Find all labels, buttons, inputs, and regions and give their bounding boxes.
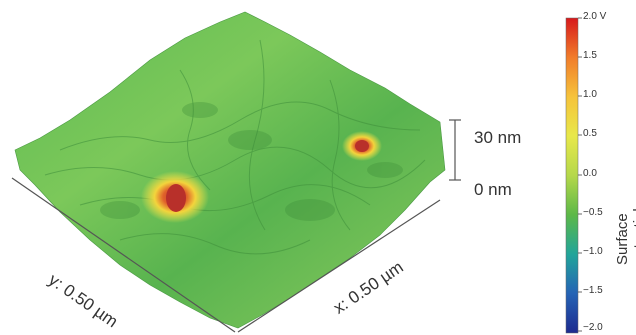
terrain-surface	[14, 11, 446, 329]
z-scale-bottom-label: 0 nm	[474, 180, 512, 199]
colorbar-tick-label: 1.5	[583, 50, 597, 61]
colorbar-tick-label: 1.0	[583, 89, 597, 100]
hotspot-large-core	[166, 184, 186, 212]
colorbar-title: Surface potential [V]	[614, 208, 636, 265]
colorbar-tick-label: −1.0	[583, 246, 603, 257]
colorbar-ticks	[578, 17, 582, 332]
colorbar-tick-label: −2.0	[583, 322, 603, 333]
y-axis-line	[11, 177, 236, 333]
terrain-ridges	[44, 39, 426, 255]
z-scale-bar	[449, 119, 461, 181]
colorbar	[565, 17, 579, 334]
colorbar-tick-label: −0.5	[583, 207, 603, 218]
x-axis-line	[237, 199, 441, 333]
hotspot-small-core	[355, 140, 369, 152]
colorbar-tick-label: 2.0 V	[583, 11, 607, 22]
z-scale-top-label: 30 nm	[474, 128, 522, 147]
terrain-shadows	[100, 102, 403, 221]
colorbar-tick-label: −1.5	[583, 285, 603, 296]
colorbar-tick-label: 0.5	[583, 128, 597, 139]
colorbar-tick-label: 0.0	[583, 168, 597, 179]
